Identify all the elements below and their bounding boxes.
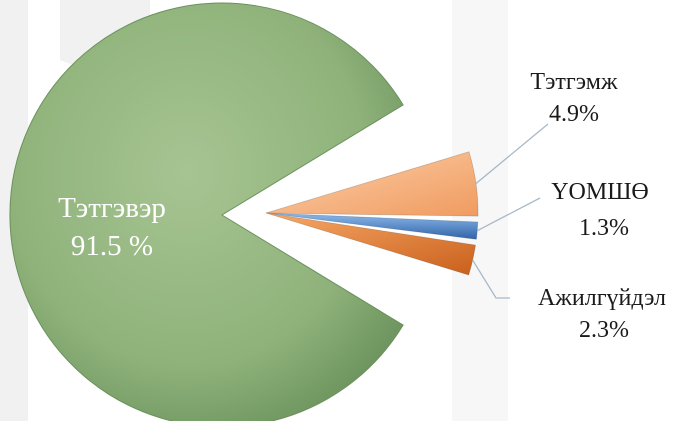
leader-tetgemj — [475, 123, 549, 185]
slice-value-uomsho: 1.3% — [579, 215, 629, 241]
slice-label-tetgemj: Тэтгэмж — [530, 69, 618, 95]
slice-label-uomsho: ҮОМШӨ — [551, 179, 649, 205]
slice-uomsho — [265, 212, 479, 240]
slice-value-ajilguidel: 2.3% — [579, 317, 629, 343]
slice-label-ajilguidel: Ажилгүйдэл — [538, 285, 666, 311]
slice-tetgever — [9, 2, 404, 421]
leader-ajilguidel — [472, 259, 510, 299]
pie-slices — [9, 2, 479, 421]
leader-uomsho — [476, 197, 541, 232]
leader-lines — [472, 123, 549, 299]
slice-label-tetgever: Тэтгэвэр — [58, 192, 166, 224]
slice-value-tetgever: 91.5 % — [71, 230, 153, 262]
slice-ajilguidel — [265, 212, 476, 276]
slice-value-tetgemj: 4.9% — [549, 101, 599, 127]
